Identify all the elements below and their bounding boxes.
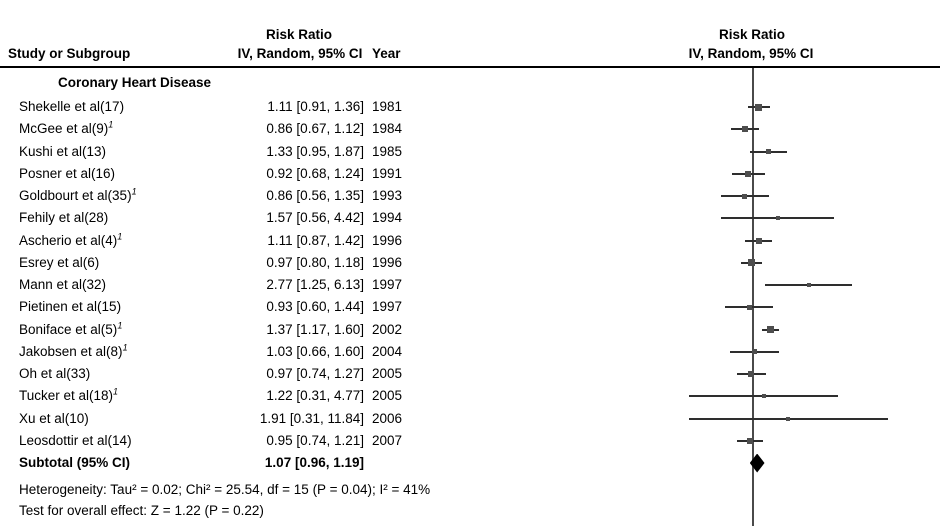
year-value: 1993 — [372, 188, 403, 203]
effect-estimate: 0.86 [0.67, 1.12] — [266, 121, 364, 137]
study-row-label: Tucker et al(18)1 — [19, 386, 119, 404]
effect-estimate: 1.11 [0.87, 1.42] — [267, 232, 364, 248]
study-row-label: Oh et al(33) — [19, 366, 91, 381]
effect-marker — [761, 394, 766, 399]
null-effect-line — [752, 68, 754, 526]
header-divider — [0, 66, 940, 68]
effect-estimate: 0.92 [0.68, 1.24] — [266, 165, 364, 181]
effect-marker — [755, 103, 763, 111]
year-value: 2005 — [372, 388, 403, 404]
effect-estimate: 0.97 [0.74, 1.27] — [266, 366, 364, 381]
year-value: 2007 — [372, 432, 403, 448]
footnote-marker: 1 — [108, 119, 114, 130]
footnote-marker: 1 — [122, 342, 128, 353]
study-row-label: McGee et al(9)1 — [19, 119, 114, 137]
effect-estimate: 0.86 [0.56, 1.35] — [266, 188, 364, 203]
study-row-label: Xu et al(10) — [19, 410, 89, 426]
study-row-label: Jakobsen et al(8)1 — [19, 342, 128, 359]
year-value: 1981 — [372, 99, 403, 114]
year-value: 1984 — [372, 121, 403, 137]
plot-effect-header: IV, Random, 95% CI — [688, 46, 814, 61]
year-value: 1997 — [372, 277, 403, 292]
year-value: 1996 — [372, 232, 403, 248]
year-column-header: Year — [372, 46, 401, 61]
study-row-label: Leosdottir et al(14) — [19, 432, 132, 448]
effect-estimate: 1.57 [0.56, 4.42] — [266, 210, 364, 226]
effect-marker — [741, 126, 748, 133]
year-value: 2005 — [372, 366, 403, 381]
heterogeneity-text: Heterogeneity: Tau² = 0.02; Chi² = 25.54… — [19, 482, 431, 497]
study-row-label: Boniface et al(5)1 — [19, 320, 123, 337]
summary-diamond — [749, 453, 765, 473]
effect-estimate: 1.37 [1.17, 1.60] — [266, 321, 364, 337]
year-value: 1994 — [372, 210, 403, 226]
effect-column-title: Risk Ratio — [265, 27, 333, 42]
footnote-marker: 1 — [117, 320, 123, 330]
effect-estimate: 0.97 [0.80, 1.18] — [266, 254, 364, 270]
effect-estimate: 1.91 [0.31, 11.84] — [259, 410, 364, 426]
effect-marker — [747, 259, 755, 267]
study-column-header: Study or Subgroup — [8, 46, 131, 61]
effect-marker — [747, 437, 754, 444]
subgroup-title: Coronary Heart Disease — [58, 75, 212, 90]
study-row-label: Esrey et al(6) — [19, 254, 100, 270]
effect-estimate: 0.95 [0.74, 1.21] — [266, 432, 364, 448]
plot-effect-title: Risk Ratio — [718, 27, 786, 42]
study-row-label: Fehily et al(28) — [19, 210, 109, 226]
study-row-label: Shekelle et al(17) — [19, 99, 125, 114]
study-row-label: Mann et al(32) — [19, 277, 107, 292]
effect-marker — [742, 193, 748, 199]
effect-marker — [775, 216, 780, 221]
year-value: 2002 — [372, 321, 403, 337]
effect-marker — [748, 371, 755, 377]
effect-estimate: 1.22 [0.31, 4.77] — [266, 388, 364, 404]
year-value: 2006 — [372, 410, 403, 426]
effect-marker — [746, 304, 752, 310]
study-row-label: Kushi et al(13) — [19, 143, 107, 159]
effect-marker — [786, 416, 791, 421]
subtotal-label: Subtotal (95% CI) — [19, 455, 131, 470]
study-row-label: Posner et al(16) — [19, 165, 116, 181]
year-value: 1997 — [372, 299, 403, 315]
effect-estimate: 1.33 [0.95, 1.87] — [266, 143, 364, 159]
effect-estimate: 2.77 [1.25, 6.13] — [266, 277, 364, 292]
footnote-marker: 1 — [113, 386, 119, 397]
year-value: 1985 — [372, 143, 403, 159]
year-value: 1996 — [372, 254, 403, 270]
study-row-label: Pietinen et al(15) — [19, 299, 122, 315]
effect-estimate: 0.93 [0.60, 1.44] — [266, 299, 364, 315]
footnote-marker: 1 — [117, 231, 123, 241]
year-value: 2004 — [372, 343, 403, 359]
overall-effect-text: Test for overall effect: Z = 1.22 (P = 0… — [19, 503, 264, 518]
effect-marker — [745, 170, 752, 177]
subtotal-effect: 1.07 [0.96, 1.19] — [264, 455, 364, 470]
study-row-label: Goldbourt et al(35)1 — [19, 186, 137, 203]
study-row-label: Ascherio et al(4)1 — [19, 231, 123, 248]
effect-marker — [755, 237, 762, 244]
effect-marker — [806, 283, 811, 287]
effect-marker — [766, 149, 772, 154]
effect-column-header: IV, Random, 95% CI — [237, 46, 363, 61]
effect-estimate: 1.03 [0.66, 1.60] — [266, 343, 364, 359]
effect-estimate: 1.11 [0.91, 1.36] — [267, 99, 364, 114]
footnote-marker: 1 — [131, 186, 137, 197]
year-value: 1991 — [372, 165, 403, 181]
effect-marker — [766, 326, 774, 333]
effect-marker — [752, 349, 758, 355]
